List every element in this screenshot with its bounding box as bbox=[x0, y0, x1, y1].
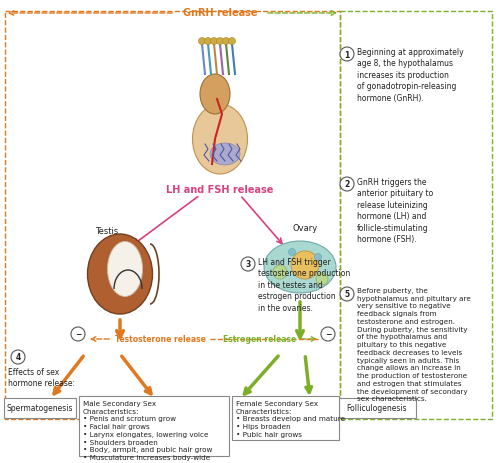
Ellipse shape bbox=[192, 105, 248, 175]
Circle shape bbox=[288, 249, 296, 256]
Text: −: − bbox=[325, 330, 331, 339]
Circle shape bbox=[340, 48, 354, 62]
Circle shape bbox=[321, 327, 335, 341]
Text: −: − bbox=[75, 330, 81, 339]
FancyBboxPatch shape bbox=[4, 398, 76, 418]
Text: 2: 2 bbox=[344, 180, 350, 189]
Text: Male Secondary Sex
Characteristics:
• Penis and scrotum grow
• Facial hair grows: Male Secondary Sex Characteristics: • Pe… bbox=[83, 400, 212, 460]
Text: Folliculogenesis: Folliculogenesis bbox=[346, 404, 408, 413]
Text: 3: 3 bbox=[246, 260, 250, 269]
Circle shape bbox=[228, 38, 235, 45]
FancyBboxPatch shape bbox=[79, 396, 229, 456]
Circle shape bbox=[210, 38, 218, 45]
Text: Effects of sex
hormone release:: Effects of sex hormone release: bbox=[8, 367, 75, 388]
Text: Testis: Testis bbox=[95, 226, 118, 236]
Text: GnRH release: GnRH release bbox=[183, 8, 257, 18]
FancyBboxPatch shape bbox=[232, 396, 339, 440]
Bar bbox=[5, 12, 340, 419]
Text: 1: 1 bbox=[344, 50, 350, 59]
Ellipse shape bbox=[210, 144, 240, 166]
Circle shape bbox=[340, 288, 354, 301]
Circle shape bbox=[340, 178, 354, 192]
FancyBboxPatch shape bbox=[339, 398, 416, 418]
Ellipse shape bbox=[264, 242, 336, 294]
Circle shape bbox=[316, 274, 328, 285]
Text: Ovary: Ovary bbox=[292, 224, 318, 232]
Ellipse shape bbox=[88, 234, 152, 314]
Circle shape bbox=[241, 257, 255, 271]
Circle shape bbox=[273, 265, 287, 279]
Ellipse shape bbox=[200, 75, 230, 115]
Circle shape bbox=[222, 38, 230, 45]
Circle shape bbox=[204, 38, 212, 45]
Text: LH and FSH trigger
testosterone production
in the testes and
estrogen production: LH and FSH trigger testosterone producti… bbox=[258, 257, 350, 312]
Text: Before puberty, the
hypothalamus and pituitary are
very sensitive to negative
fe: Before puberty, the hypothalamus and pit… bbox=[357, 288, 471, 401]
Circle shape bbox=[291, 251, 319, 279]
Circle shape bbox=[71, 327, 85, 341]
Ellipse shape bbox=[108, 242, 142, 297]
Text: 5: 5 bbox=[344, 290, 350, 299]
Text: Female Secondary Sex
Characteristics:
• Breasts develop and mature
• Hips broade: Female Secondary Sex Characteristics: • … bbox=[236, 400, 345, 437]
Text: 4: 4 bbox=[16, 353, 20, 362]
Bar bbox=[340, 12, 492, 419]
Text: GnRH triggers the
anterior pituitary to
release luteinizing
hormone (LH) and
fol: GnRH triggers the anterior pituitary to … bbox=[357, 178, 433, 244]
Text: Testosterone release: Testosterone release bbox=[114, 335, 206, 344]
Circle shape bbox=[314, 254, 322, 261]
Text: Beginning at approximately
age 8, the hypothalamus
increases its production
of g: Beginning at approximately age 8, the hy… bbox=[357, 48, 464, 103]
Text: Spermatogenesis: Spermatogenesis bbox=[7, 404, 73, 413]
Circle shape bbox=[11, 350, 25, 364]
Circle shape bbox=[216, 38, 224, 45]
Text: LH and FSH release: LH and FSH release bbox=[166, 185, 274, 194]
Text: Estrogen release: Estrogen release bbox=[224, 335, 296, 344]
Circle shape bbox=[198, 38, 205, 45]
